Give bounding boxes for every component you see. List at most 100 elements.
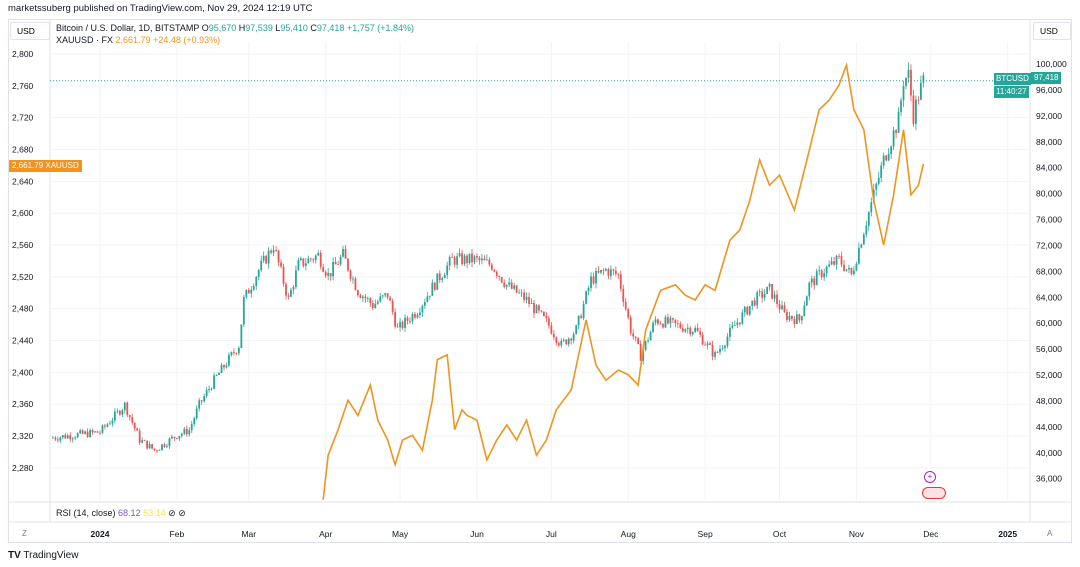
candle-body bbox=[788, 315, 791, 320]
candle-body bbox=[716, 352, 719, 353]
gold-symbol: XAUUSD bbox=[45, 161, 79, 170]
candle-body bbox=[151, 444, 153, 449]
candle-body bbox=[843, 264, 845, 271]
candle-body bbox=[443, 275, 446, 279]
candle-body bbox=[669, 318, 672, 324]
candle-body bbox=[361, 296, 364, 299]
candle-body bbox=[617, 274, 620, 275]
btc-price-tag: 97,418 bbox=[1031, 72, 1062, 84]
time-axis-tick: Oct bbox=[773, 529, 787, 539]
candle-body bbox=[612, 269, 615, 271]
candle-body bbox=[436, 273, 439, 290]
right-axis-tick: 48,000 bbox=[1036, 396, 1062, 406]
candle-body bbox=[555, 337, 558, 343]
candle-body bbox=[386, 293, 389, 298]
candle-body bbox=[233, 352, 235, 354]
candle-body bbox=[721, 348, 724, 349]
right-currency-button[interactable]: USD bbox=[1033, 22, 1071, 40]
candle-body bbox=[121, 410, 124, 415]
candle-body bbox=[272, 250, 275, 253]
candle-body bbox=[431, 282, 434, 296]
candle-body bbox=[230, 352, 233, 355]
candle-body bbox=[463, 255, 466, 265]
candle-body bbox=[183, 428, 186, 434]
candle-body bbox=[840, 256, 843, 265]
candle-body bbox=[394, 312, 397, 327]
candle-body bbox=[709, 343, 711, 345]
candle-body bbox=[262, 255, 265, 261]
candle-body bbox=[857, 247, 860, 264]
candle-body bbox=[317, 252, 320, 256]
candle-body bbox=[808, 282, 811, 297]
candle-body bbox=[349, 270, 352, 279]
candle-body bbox=[686, 327, 689, 330]
left-axis-tick: 2,400 bbox=[12, 367, 34, 377]
candle-body bbox=[295, 270, 297, 287]
candle-body bbox=[609, 269, 612, 276]
candle-body bbox=[746, 306, 749, 315]
rsi-legend[interactable]: RSI (14, close) 68.12 53.14 ⊘ ⊘ bbox=[56, 508, 186, 519]
candle-body bbox=[228, 354, 230, 366]
event-plus-icon[interactable]: + bbox=[924, 471, 936, 483]
candle-body bbox=[329, 273, 332, 277]
right-axis-tick: 96,000 bbox=[1036, 85, 1062, 95]
candle-body bbox=[166, 445, 168, 447]
z-button[interactable]: Z bbox=[22, 529, 27, 538]
candle-body bbox=[919, 82, 922, 100]
candle-body bbox=[525, 296, 528, 300]
candle-body bbox=[163, 444, 166, 447]
candle-body bbox=[577, 315, 580, 326]
candle-body bbox=[307, 258, 310, 264]
candle-body bbox=[287, 295, 290, 297]
right-axis-tick: 88,000 bbox=[1036, 137, 1062, 147]
candle-body bbox=[458, 253, 461, 257]
candle-body bbox=[461, 253, 463, 265]
high-label: H bbox=[238, 23, 246, 33]
candle-body bbox=[766, 286, 769, 294]
candle-body bbox=[654, 319, 657, 323]
candle-body bbox=[304, 263, 307, 266]
close-value: 97,418 bbox=[316, 23, 345, 33]
candle-body bbox=[562, 339, 565, 341]
candle-body bbox=[895, 130, 897, 133]
candle-body bbox=[910, 69, 912, 96]
right-axis-tick: 100,000 bbox=[1036, 59, 1067, 69]
candle-body bbox=[76, 433, 79, 438]
economic-events-icon[interactable] bbox=[922, 487, 946, 499]
right-axis-tick: 64,000 bbox=[1036, 292, 1062, 302]
candle-body bbox=[699, 331, 702, 335]
candle-body bbox=[835, 255, 838, 265]
btc-legend[interactable]: Bitcoin / U.S. Dollar, 1D, BITSTAMP O95,… bbox=[56, 23, 414, 33]
candle-body bbox=[423, 302, 426, 306]
hide-icon[interactable]: ⊘ bbox=[178, 508, 186, 518]
candle-body bbox=[875, 183, 878, 190]
gold-change: +24.48 (+0.93%) bbox=[153, 35, 221, 45]
hide-icon[interactable]: ⊘ bbox=[168, 508, 176, 518]
candle-body bbox=[870, 202, 873, 213]
candle-body bbox=[818, 270, 821, 272]
candle-body bbox=[733, 325, 736, 326]
candle-body bbox=[644, 340, 647, 350]
candle-body bbox=[572, 333, 575, 341]
candle-body bbox=[416, 315, 419, 318]
candle-body bbox=[109, 423, 111, 425]
candle-body bbox=[513, 285, 516, 289]
candle-body bbox=[560, 340, 563, 346]
left-currency-button[interactable]: USD bbox=[10, 22, 50, 40]
a-button[interactable]: A bbox=[1047, 529, 1053, 538]
gold-legend[interactable]: XAUUSD · FX 2,661.79 +24.48 (+0.93%) bbox=[56, 35, 220, 45]
candle-body bbox=[528, 296, 530, 304]
candle-body bbox=[357, 290, 359, 296]
candle-body bbox=[69, 435, 72, 440]
btc-title: Bitcoin / U.S. Dollar, 1D, BITSTAMP bbox=[56, 23, 200, 33]
candle-body bbox=[629, 317, 632, 334]
candle-body bbox=[267, 250, 270, 264]
candle-body bbox=[676, 323, 679, 324]
candle-body bbox=[456, 256, 459, 265]
candle-body bbox=[862, 234, 865, 245]
candle-body bbox=[327, 273, 330, 276]
candle-body bbox=[575, 325, 578, 334]
candle-body bbox=[495, 271, 498, 276]
